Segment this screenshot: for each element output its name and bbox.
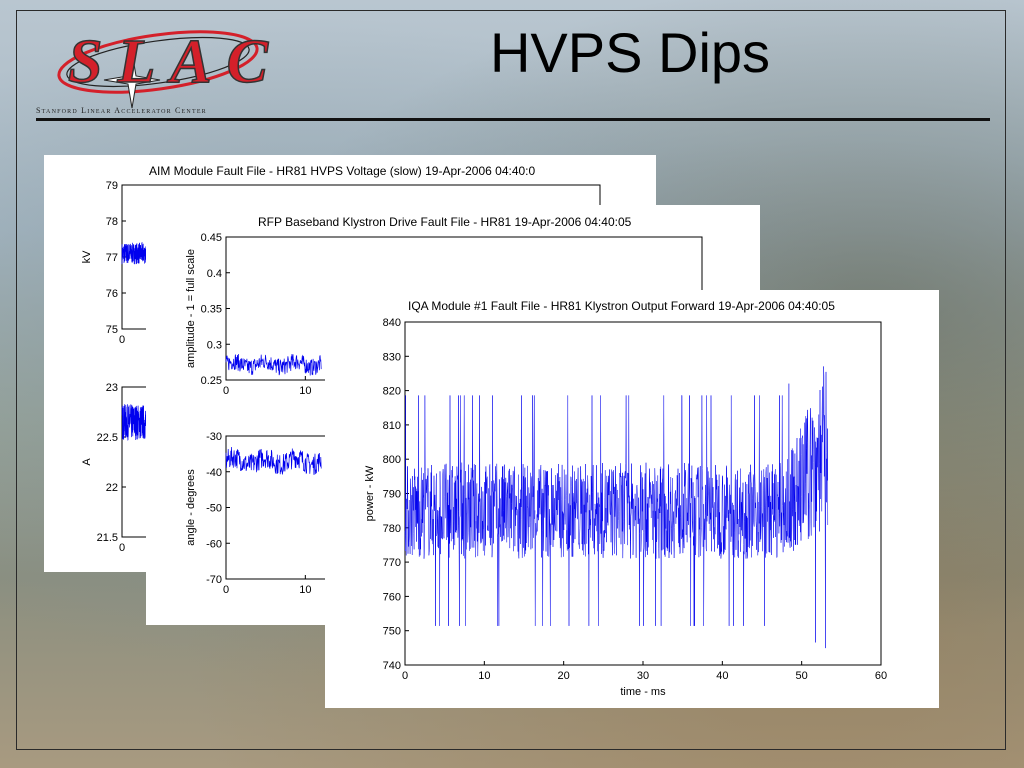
iqa-power-xtick-label: 0	[402, 670, 408, 682]
aim-current-ytick-label: 22	[106, 482, 118, 494]
rfp-amplitude-ytick-label: 0.25	[201, 375, 222, 387]
iqa-power-ytick-label: 750	[383, 626, 401, 638]
iqa-power-x-axis-label: time - ms	[620, 686, 666, 698]
rfp-angle-xtick-label: 0	[223, 584, 229, 596]
aim-chart-title: AIM Module Fault File - HR81 HVPS Voltag…	[149, 164, 536, 178]
iqa-power-xtick-label: 50	[796, 670, 808, 682]
aim-voltage-ytick-label: 78	[106, 216, 118, 228]
slide-title: HVPS Dips	[489, 21, 771, 84]
iqa-power-ytick-label: 800	[383, 454, 401, 466]
aim-current-ytick-label: 22.5	[97, 432, 118, 444]
aim-voltage-series-line	[121, 241, 147, 265]
iqa-power-xtick-label: 60	[875, 670, 887, 682]
iqa-power-ytick-label: 810	[383, 420, 401, 432]
aim-voltage-ytick-label: 75	[106, 324, 118, 336]
rfp-amplitude-xtick-label: 0	[223, 385, 229, 397]
iqa-power-ytick-label: 840	[383, 317, 401, 329]
rfp-amplitude-y-axis-label: amplitude - 1 = full scale	[185, 249, 197, 368]
iqa-power-xtick-label: 10	[478, 670, 490, 682]
iqa-power-ytick-label: 780	[383, 523, 401, 535]
iqa-chart-title: IQA Module #1 Fault File - HR81 Klystron…	[408, 299, 835, 313]
aim-current-series-line	[121, 404, 147, 441]
slac-logo: SLAC	[57, 27, 269, 109]
aim-current-ytick-label: 23	[106, 382, 118, 394]
aim-voltage-ytick-label: 77	[106, 252, 118, 264]
iqa-power-ytick-label: 760	[383, 591, 401, 603]
iqa-power-xtick-label: 40	[716, 670, 728, 682]
iqa-power-series-line	[404, 366, 829, 649]
rfp-chart-title: RFP Baseband Klystron Drive Fault File -…	[258, 215, 632, 229]
iqa-power-ytick-label: 820	[383, 386, 401, 398]
logo-subtitle: Stanford Linear Accelerator Center	[36, 106, 207, 115]
logo-text: SLAC	[68, 28, 269, 96]
aim-current-ytick-label: 21.5	[97, 532, 118, 544]
rfp-angle-ytick-label: -40	[206, 467, 222, 479]
rfp-angle-ytick-label: -70	[206, 574, 222, 586]
rfp-amplitude-ytick-label: 0.3	[207, 339, 222, 351]
rfp-angle-ytick-label: -60	[206, 538, 222, 550]
iqa-power-ytick-label: 790	[383, 489, 401, 501]
rfp-amplitude-ytick-label: 0.45	[201, 232, 222, 244]
aim-voltage-xtick-label: 0	[119, 334, 125, 346]
title-rule	[36, 118, 990, 121]
rfp-amplitude-ytick-label: 0.35	[201, 304, 222, 316]
iqa-fault-panel: IQA Module #1 Fault File - HR81 Klystron…	[325, 290, 939, 708]
slide-frame	[16, 10, 1006, 750]
aim-current-xtick-label: 0	[119, 542, 125, 554]
rfp-angle-xtick-label: 10	[299, 584, 311, 596]
iqa-power-ytick-label: 830	[383, 351, 401, 363]
iqa-power-xtick-label: 30	[637, 670, 649, 682]
iqa-power-xtick-label: 20	[558, 670, 570, 682]
aim-voltage-ytick-label: 79	[106, 180, 118, 192]
rfp-amplitude-xtick-label: 10	[299, 385, 311, 397]
aim-current-y-axis-label: A	[81, 458, 93, 466]
iqa-power-ytick-label: 770	[383, 557, 401, 569]
rfp-angle-y-axis-label: angle - degrees	[185, 469, 197, 546]
iqa-power-ytick-label: 740	[383, 660, 401, 672]
rfp-angle-ytick-label: -50	[206, 503, 222, 515]
rfp-angle-series-line	[225, 446, 322, 475]
aim-voltage-y-axis-label: kV	[81, 250, 93, 264]
aim-voltage-ytick-label: 76	[106, 288, 118, 300]
rfp-amplitude-ytick-label: 0.4	[207, 268, 222, 280]
rfp-amplitude-series-line	[225, 353, 322, 376]
iqa-power-y-axis-label: power - kW	[364, 465, 376, 521]
rfp-angle-ytick-label: -30	[206, 431, 222, 443]
